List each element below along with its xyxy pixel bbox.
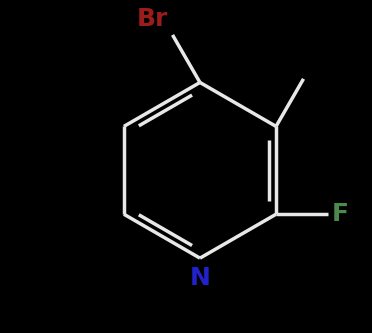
Text: F: F bbox=[332, 202, 349, 226]
Text: Br: Br bbox=[137, 7, 169, 31]
Text: N: N bbox=[190, 266, 211, 290]
